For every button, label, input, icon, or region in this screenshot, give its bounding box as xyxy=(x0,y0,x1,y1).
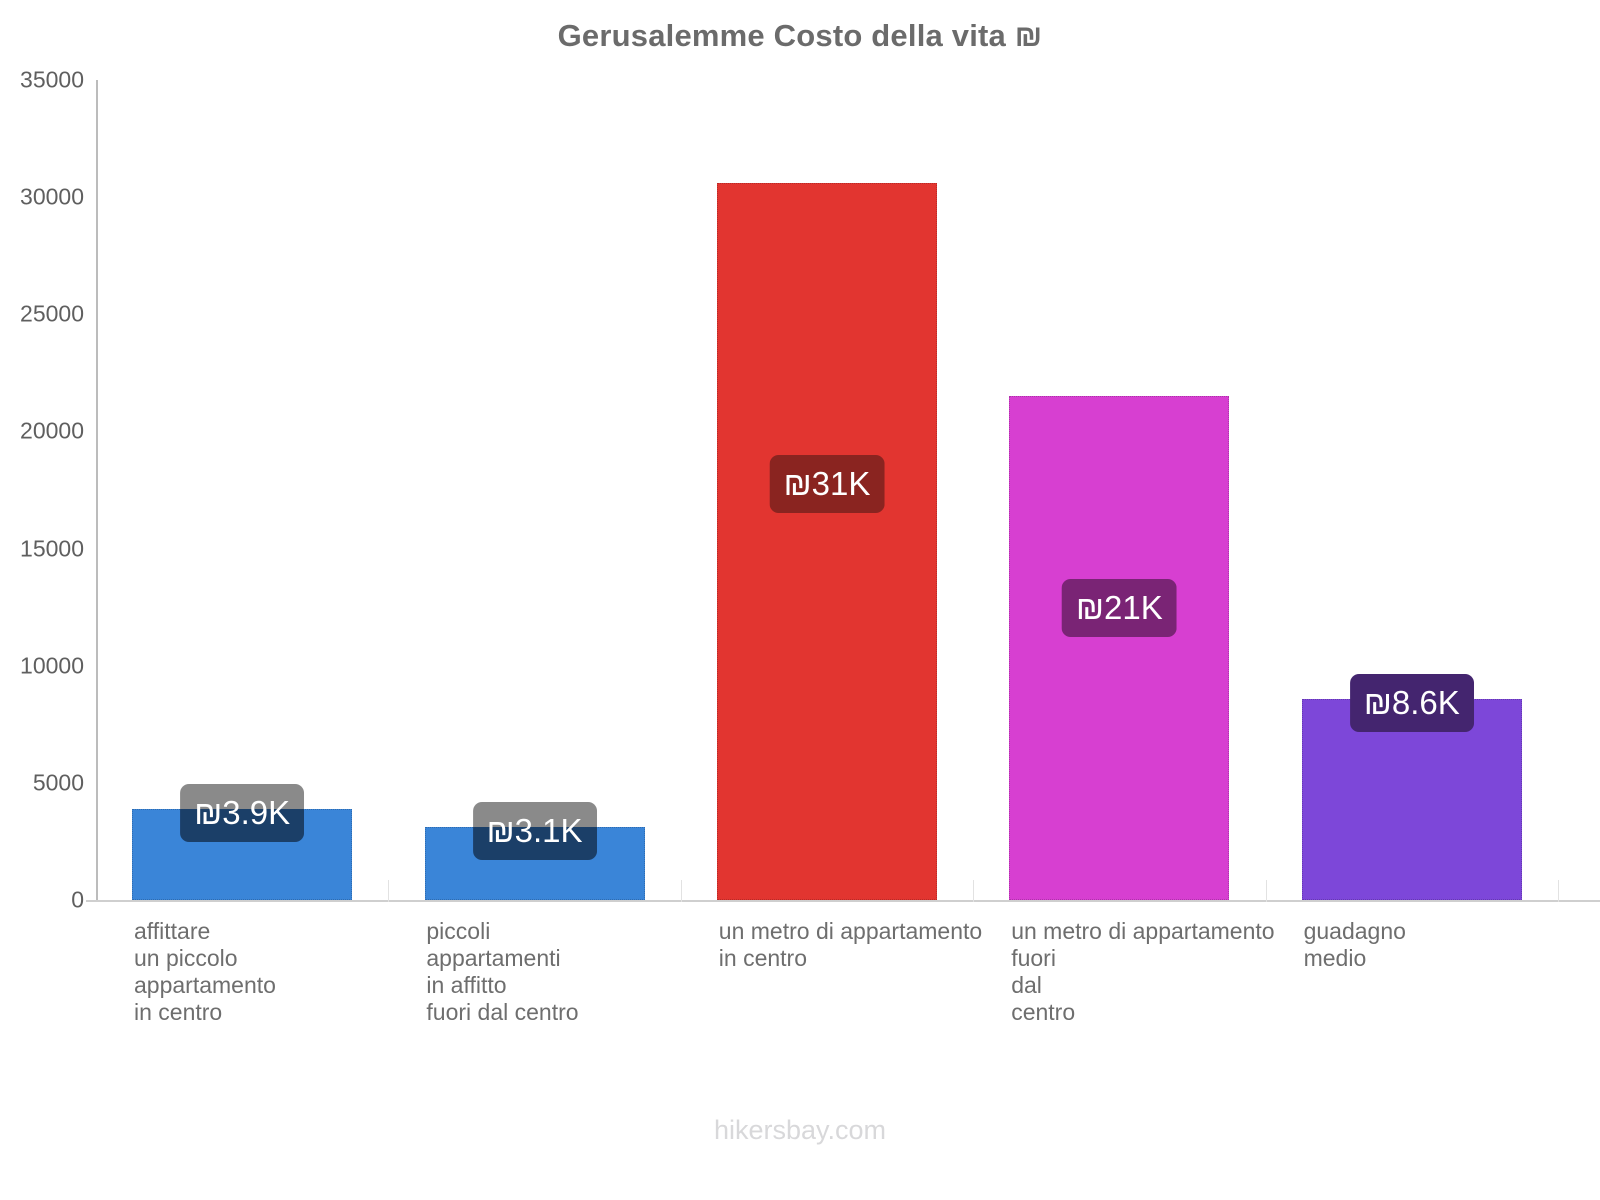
badge-text: ₪31K xyxy=(783,465,871,503)
category-label: affittare un piccolo appartamento in cen… xyxy=(134,918,276,1025)
category-label: un metro di appartamento in centro xyxy=(718,918,983,971)
category-separator xyxy=(388,880,390,902)
category-separator xyxy=(680,880,682,902)
bar-value-label: ₪3.9K xyxy=(180,783,305,842)
y-axis-line xyxy=(96,80,98,901)
category-label: guadagno medio xyxy=(1303,918,1406,971)
y-axis-tick-label: 30000 xyxy=(20,183,84,210)
category-label: un metro di appartamento fuori dal centr… xyxy=(1011,918,1275,1025)
badge-lower-fill xyxy=(1349,698,1474,732)
y-axis-tick-label: 35000 xyxy=(20,66,84,93)
badge-lower-fill xyxy=(769,455,885,514)
bar-value-label: ₪31K xyxy=(769,455,885,514)
source-watermark: hikersbay.com xyxy=(713,1115,887,1145)
y-axis-tick-label: 20000 xyxy=(20,417,84,444)
badge-lower-fill xyxy=(1062,578,1177,637)
x-axis-category-labels: affittare un piccolo appartamento in cen… xyxy=(96,918,1558,1068)
bars-layer xyxy=(96,80,1558,900)
bar[interactable] xyxy=(1301,698,1522,900)
badge-upper-fill xyxy=(180,783,305,809)
bar-value-label: ₪21K xyxy=(1062,578,1177,637)
bar-value-label: ₪8.6K xyxy=(1349,673,1474,732)
bar[interactable] xyxy=(132,808,353,900)
y-axis-tick-label: 10000 xyxy=(20,652,84,679)
category-separator xyxy=(973,880,975,902)
bar-value-label: ₪3.1K xyxy=(472,802,597,861)
y-axis-tick-label: 25000 xyxy=(20,300,84,327)
y-axis-tick-label: 0 xyxy=(71,886,84,913)
badge-upper-fill xyxy=(1349,673,1474,699)
badge-text: ₪3.1K xyxy=(486,812,583,850)
category-separator xyxy=(1265,880,1267,902)
badge-lower-fill xyxy=(180,808,305,842)
chart-title: Gerusalemme Costo della vita ₪ xyxy=(557,18,1043,53)
badge-text: ₪21K xyxy=(1076,588,1163,626)
bar[interactable] xyxy=(1009,396,1230,900)
bar[interactable] xyxy=(717,183,937,900)
category-separator xyxy=(1558,880,1559,902)
category-label: piccoli appartamenti in affitto fuori da… xyxy=(426,918,579,1025)
badge-text: ₪3.9K xyxy=(194,793,291,831)
y-axis-tick-label: 15000 xyxy=(20,535,84,562)
y-axis-tick-label: 5000 xyxy=(32,769,84,796)
badge-text: ₪8.6K xyxy=(1363,683,1460,721)
badge-upper-fill xyxy=(472,802,597,828)
badge-lower-fill xyxy=(472,827,597,861)
x-axis-line xyxy=(86,900,1600,902)
